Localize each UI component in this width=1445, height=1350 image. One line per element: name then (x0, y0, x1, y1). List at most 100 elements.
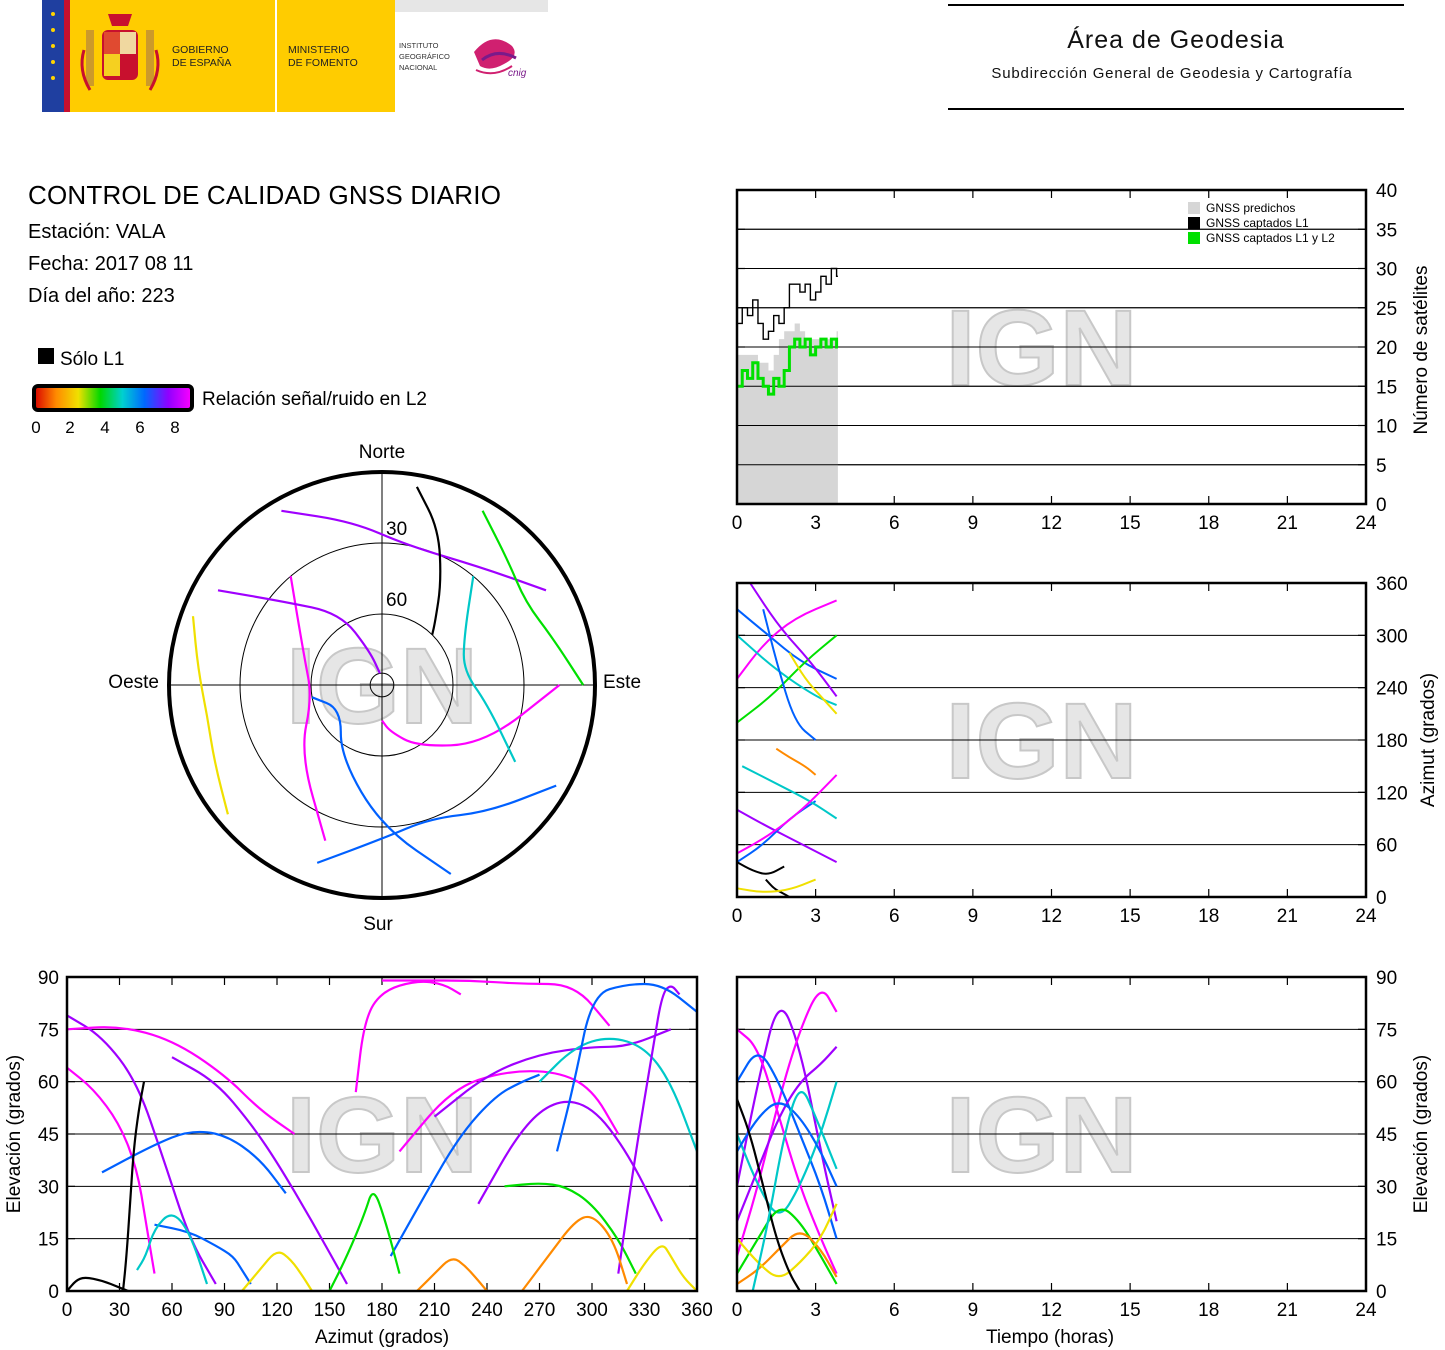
satellite-count-y-tick-label: 35 (1376, 220, 1397, 241)
skyplot-south-label: Sur (363, 914, 393, 935)
azimuth-time-y-tick-label: 60 (1376, 836, 1397, 857)
captured-l1-line (737, 267, 838, 340)
satellite-count-x-tick-label: 18 (1198, 513, 1219, 534)
elevation-time-x-tick-label: 18 (1198, 1300, 1219, 1321)
eu-flag-strip (42, 0, 64, 112)
elevation-time-y-tick-label: 15 (1376, 1230, 1397, 1251)
elevation-time-track (736, 1028, 838, 1275)
elevation-time-xlabel: Tiempo (horas) (986, 1327, 1114, 1348)
elevation-time-track (735, 1046, 838, 1222)
elevation-azimuth-x-tick-label: 0 (62, 1300, 73, 1321)
elevation-azimuth-x-tick-label: 180 (366, 1300, 398, 1321)
elevation-azimuth-track (504, 1182, 637, 1275)
gobierno-label-2: DE ESPAÑA (172, 56, 231, 69)
elevation-azimuth-y-tick-label: 0 (48, 1282, 59, 1303)
cnig-logo-icon: cnig (474, 39, 527, 79)
legend-label: GNSS captados L1 y L2 (1206, 231, 1335, 245)
elevation-time-track (735, 1081, 838, 1214)
captured-l1-l2-line (737, 337, 839, 396)
ministerio-label-2: DE FOMENTO (288, 57, 358, 69)
elevation-azimuth-track (416, 1258, 488, 1292)
l1-only-label: Sólo L1 (60, 349, 124, 370)
elevation-azimuth-xlabel: Azimut (grados) (315, 1327, 449, 1348)
elevation-azimuth-ylabel: Elevación (grados) (4, 1055, 25, 1213)
satellite-count-x-tick-label: 15 (1120, 513, 1141, 534)
elevation-time-frame (735, 975, 1368, 1293)
satellite-count-frame (735, 188, 1368, 506)
legend-swatch (1188, 202, 1200, 214)
ministerio-panel (277, 0, 395, 112)
cnig-label: cnig (508, 68, 527, 79)
azimuth-track (736, 634, 837, 707)
azimuth-time-y-tick-label: 360 (1376, 574, 1408, 595)
azimuth-time-y-tick-label: 0 (1376, 888, 1387, 909)
snr-tick: 6 (135, 418, 144, 437)
snr-colorbar (32, 384, 194, 412)
skyplot-west-label: Oeste (108, 672, 159, 693)
elevation-azimuth-track (477, 1100, 663, 1222)
l1-only-swatch (38, 348, 54, 364)
report-info: CONTROL DE CALIDAD GNSS DIARIO Estación:… (28, 180, 588, 317)
ign-label-3: NACIONAL (399, 63, 437, 72)
elevation-azimuth-x-tick-label: 360 (681, 1300, 713, 1321)
elevation-azimuth-y-tick-label: 30 (38, 1177, 59, 1198)
azimuth-track (736, 774, 838, 855)
snr-tick: 4 (100, 418, 109, 437)
azimuth-time-y-tick-label: 240 (1376, 679, 1408, 700)
legend-swatch (1188, 217, 1200, 229)
elevation-azimuth-x-tick-label: 30 (109, 1300, 130, 1321)
area-geodesia-header: Área de Geodesia Subdirección General de… (948, 4, 1404, 110)
azimuth-time-x-tick-label: 6 (889, 906, 900, 927)
skyplot-track (191, 616, 229, 815)
elevation-azimuth-track (66, 1014, 217, 1285)
elevation-azimuth-track (398, 1070, 620, 1153)
elevation-time-x-tick-label: 9 (968, 1300, 979, 1321)
azimuth-track (788, 652, 838, 715)
elevation-azimuth-track (521, 1215, 629, 1292)
azimuth-time-frame (735, 581, 1368, 899)
skyplot-ring-label: 60 (386, 590, 407, 611)
azimuth-track (736, 608, 838, 680)
azimuth-track (762, 608, 817, 741)
date-label: Fecha: 2017 08 11 (28, 253, 194, 275)
skyplot-track (217, 589, 381, 674)
azimuth-time-x-tick-label: 0 (732, 906, 743, 927)
elevation-time-y-tick-label: 75 (1376, 1020, 1397, 1041)
satellite-count-x-tick-label: 24 (1355, 513, 1377, 534)
snr-legend: Sólo L1 Relación señal/ruido en L2 0 2 4… (31, 348, 427, 437)
ministerio-label-1: MINISTERIO (288, 44, 349, 56)
azimuth-track (736, 599, 837, 680)
satellite-count-x-tick-label: 12 (1041, 513, 1062, 534)
elevation-azimuth-track (328, 1193, 401, 1292)
satellite-count-y-tick-label: 30 (1376, 260, 1397, 281)
azimuth-time-y-tick-label: 300 (1376, 626, 1408, 647)
azimuth-time-x-tick-label: 18 (1198, 906, 1219, 927)
legend-label: GNSS predichos (1206, 201, 1295, 215)
elevation-time-y-tick-label: 0 (1376, 1282, 1387, 1303)
elevation-azimuth-track (538, 1037, 699, 1152)
elevation-time-track (736, 1102, 838, 1187)
elevation-azimuth-track (382, 979, 611, 1027)
elevation-time-y-tick-label: 30 (1376, 1177, 1397, 1198)
skyplot-track (462, 576, 517, 763)
skyplot-horizon (167, 470, 597, 900)
skyplot-north-label: Norte (359, 442, 405, 463)
elevation-time-x-tick-label: 6 (889, 1300, 900, 1321)
elevation-time-track (735, 991, 838, 1257)
elevation-azimuth-frame (65, 975, 699, 1293)
elevation-azimuth-track (354, 980, 462, 1093)
elevation-time-y-tick-label: 90 (1376, 968, 1397, 989)
elevation-azimuth-x-tick-label: 150 (314, 1300, 346, 1321)
area-subtitle: Subdirección General de Geodesia y Carto… (991, 65, 1352, 82)
skyplot-ring-label: 30 (386, 519, 407, 540)
elevation-azimuth-track (66, 1276, 129, 1293)
elevation-azimuth-track (101, 1130, 287, 1194)
satellite-count-y-tick-label: 15 (1376, 377, 1397, 398)
elevation-azimuth-y-tick-label: 45 (38, 1125, 59, 1146)
elevation-azimuth-x-tick-label: 60 (161, 1300, 182, 1321)
azimuth-time-ylabel: Azimut (grados) (1418, 673, 1439, 807)
skyplot-track (481, 510, 585, 686)
azimuth-track (775, 747, 817, 776)
coat-of-arms-icon (80, 14, 160, 91)
azimuth-track (736, 634, 838, 724)
